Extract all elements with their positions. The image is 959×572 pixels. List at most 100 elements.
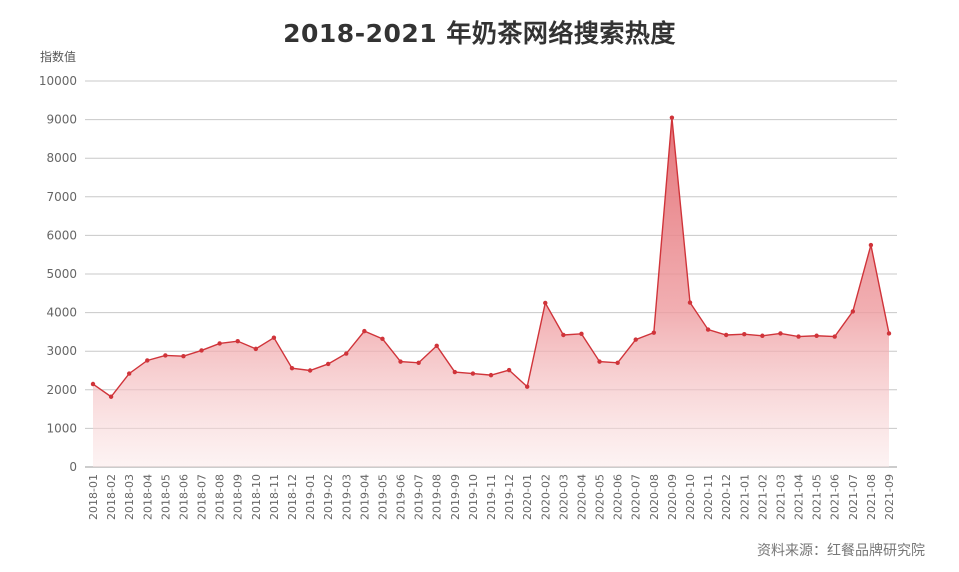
data-point [543,300,548,306]
data-point [470,371,476,376]
data-point [362,328,367,334]
data-point [108,394,114,399]
y-tick-label: 2000 [46,383,77,397]
data-point [506,367,512,373]
y-tick-label: 5000 [46,267,77,281]
data-point [181,354,186,359]
data-point [217,341,222,346]
data-point [199,348,204,353]
y-tick-label: 0 [69,460,77,474]
x-tick-label: 2019-06 [395,474,408,520]
data-point [669,115,675,120]
x-tick-label: 2020-04 [575,474,588,520]
x-tick-label: 2018-02 [105,474,118,520]
data-point [615,360,620,365]
x-axis-ticks: 2018-01 2018-02 2018-03 2018-04 2018-05 2018-… [87,474,896,520]
data-point [778,331,783,336]
data-point [271,335,277,340]
y-tick-label: 7000 [46,190,77,204]
x-tick-label: 2019-09 [449,474,462,520]
y-tick-label: 3000 [46,344,77,358]
data-point [344,351,349,356]
data-point [579,331,584,337]
data-point [452,369,458,375]
x-tick-label: 2018-03 [123,474,136,520]
data-point [850,309,856,314]
x-tick-label: 2020-12 [720,474,733,520]
data-point [760,333,765,338]
y-tick-label: 9000 [46,113,77,127]
data-point [868,242,874,248]
x-tick-label: 2019-08 [431,474,444,520]
x-tick-label: 2020-02 [539,474,552,520]
x-tick-label: 2020-03 [557,474,570,520]
x-tick-label: 2020-01 [521,474,534,520]
data-point [705,327,711,332]
y-tick-label: 6000 [46,228,77,242]
x-tick-label: 2018-12 [286,474,299,520]
data-point [325,361,331,367]
data-point [742,332,747,337]
data-point [90,381,96,387]
x-tick-label: 2019-12 [503,474,516,520]
x-tick-label: 2020-09 [666,474,679,520]
data-point [832,334,837,339]
x-tick-label: 2018-11 [268,474,281,520]
x-tick-label: 2021-05 [811,474,824,520]
data-point [145,358,150,363]
x-tick-label: 2021-08 [865,474,878,520]
x-tick-label: 2021-09 [883,474,896,520]
x-tick-label: 2019-01 [304,474,317,520]
chart-title: 2018-2021 年奶茶网络搜索热度 [283,19,676,48]
x-tick-label: 2021-02 [756,474,769,520]
x-tick-label: 2018-08 [214,474,227,520]
data-point [416,360,421,365]
y-axis-ticks: 0 1000 2000 3000 4000 5000 6000 7000 8000 9000 100… [39,74,77,474]
x-tick-label: 2019-02 [322,474,335,520]
x-tick-label: 2019-07 [413,474,426,520]
y-tick-label: 1000 [46,421,77,435]
x-tick-label: 2020-05 [594,474,607,520]
source-note: 资料来源：红餐品牌研究院 [757,543,925,559]
data-point [633,337,638,342]
y-tick-label: 4000 [46,306,77,320]
x-tick-label: 2019-10 [467,474,480,520]
x-tick-label: 2021-07 [847,474,860,520]
x-tick-label: 2019-05 [376,474,389,520]
x-tick-label: 2018-05 [159,474,172,520]
data-point [253,346,259,352]
x-tick-label: 2018-06 [177,474,190,520]
x-tick-label: 2021-04 [793,474,806,520]
x-tick-label: 2019-11 [485,474,498,520]
x-tick-label: 2021-06 [829,474,842,520]
data-point [398,359,403,364]
x-tick-label: 2019-04 [358,474,371,520]
data-point [380,336,385,342]
data-point [163,353,168,358]
series-area-fill [93,117,889,468]
y-tick-label: 10000 [39,74,77,88]
data-point [814,333,819,338]
x-tick-label: 2018-07 [196,474,209,520]
x-tick-label: 2021-01 [738,474,751,520]
x-tick-label: 2018-04 [141,474,154,520]
x-tick-label: 2019-03 [340,474,353,520]
y-tick-label: 8000 [46,151,77,165]
x-tick-label: 2021-03 [774,474,787,520]
y-axis-label: 指数值 [40,50,77,64]
x-tick-label: 2020-06 [612,474,625,520]
data-point [597,359,602,364]
data-point [488,372,494,378]
data-point [651,330,657,335]
x-tick-label: 2020-07 [630,474,643,520]
data-point [126,371,132,376]
data-point [524,384,530,389]
data-point [307,368,313,373]
data-point [235,338,240,344]
series-area [92,117,890,468]
data-point [886,331,892,336]
x-tick-label: 2020-10 [684,474,697,520]
x-tick-label: 2018-09 [232,474,245,520]
data-point [723,332,729,338]
